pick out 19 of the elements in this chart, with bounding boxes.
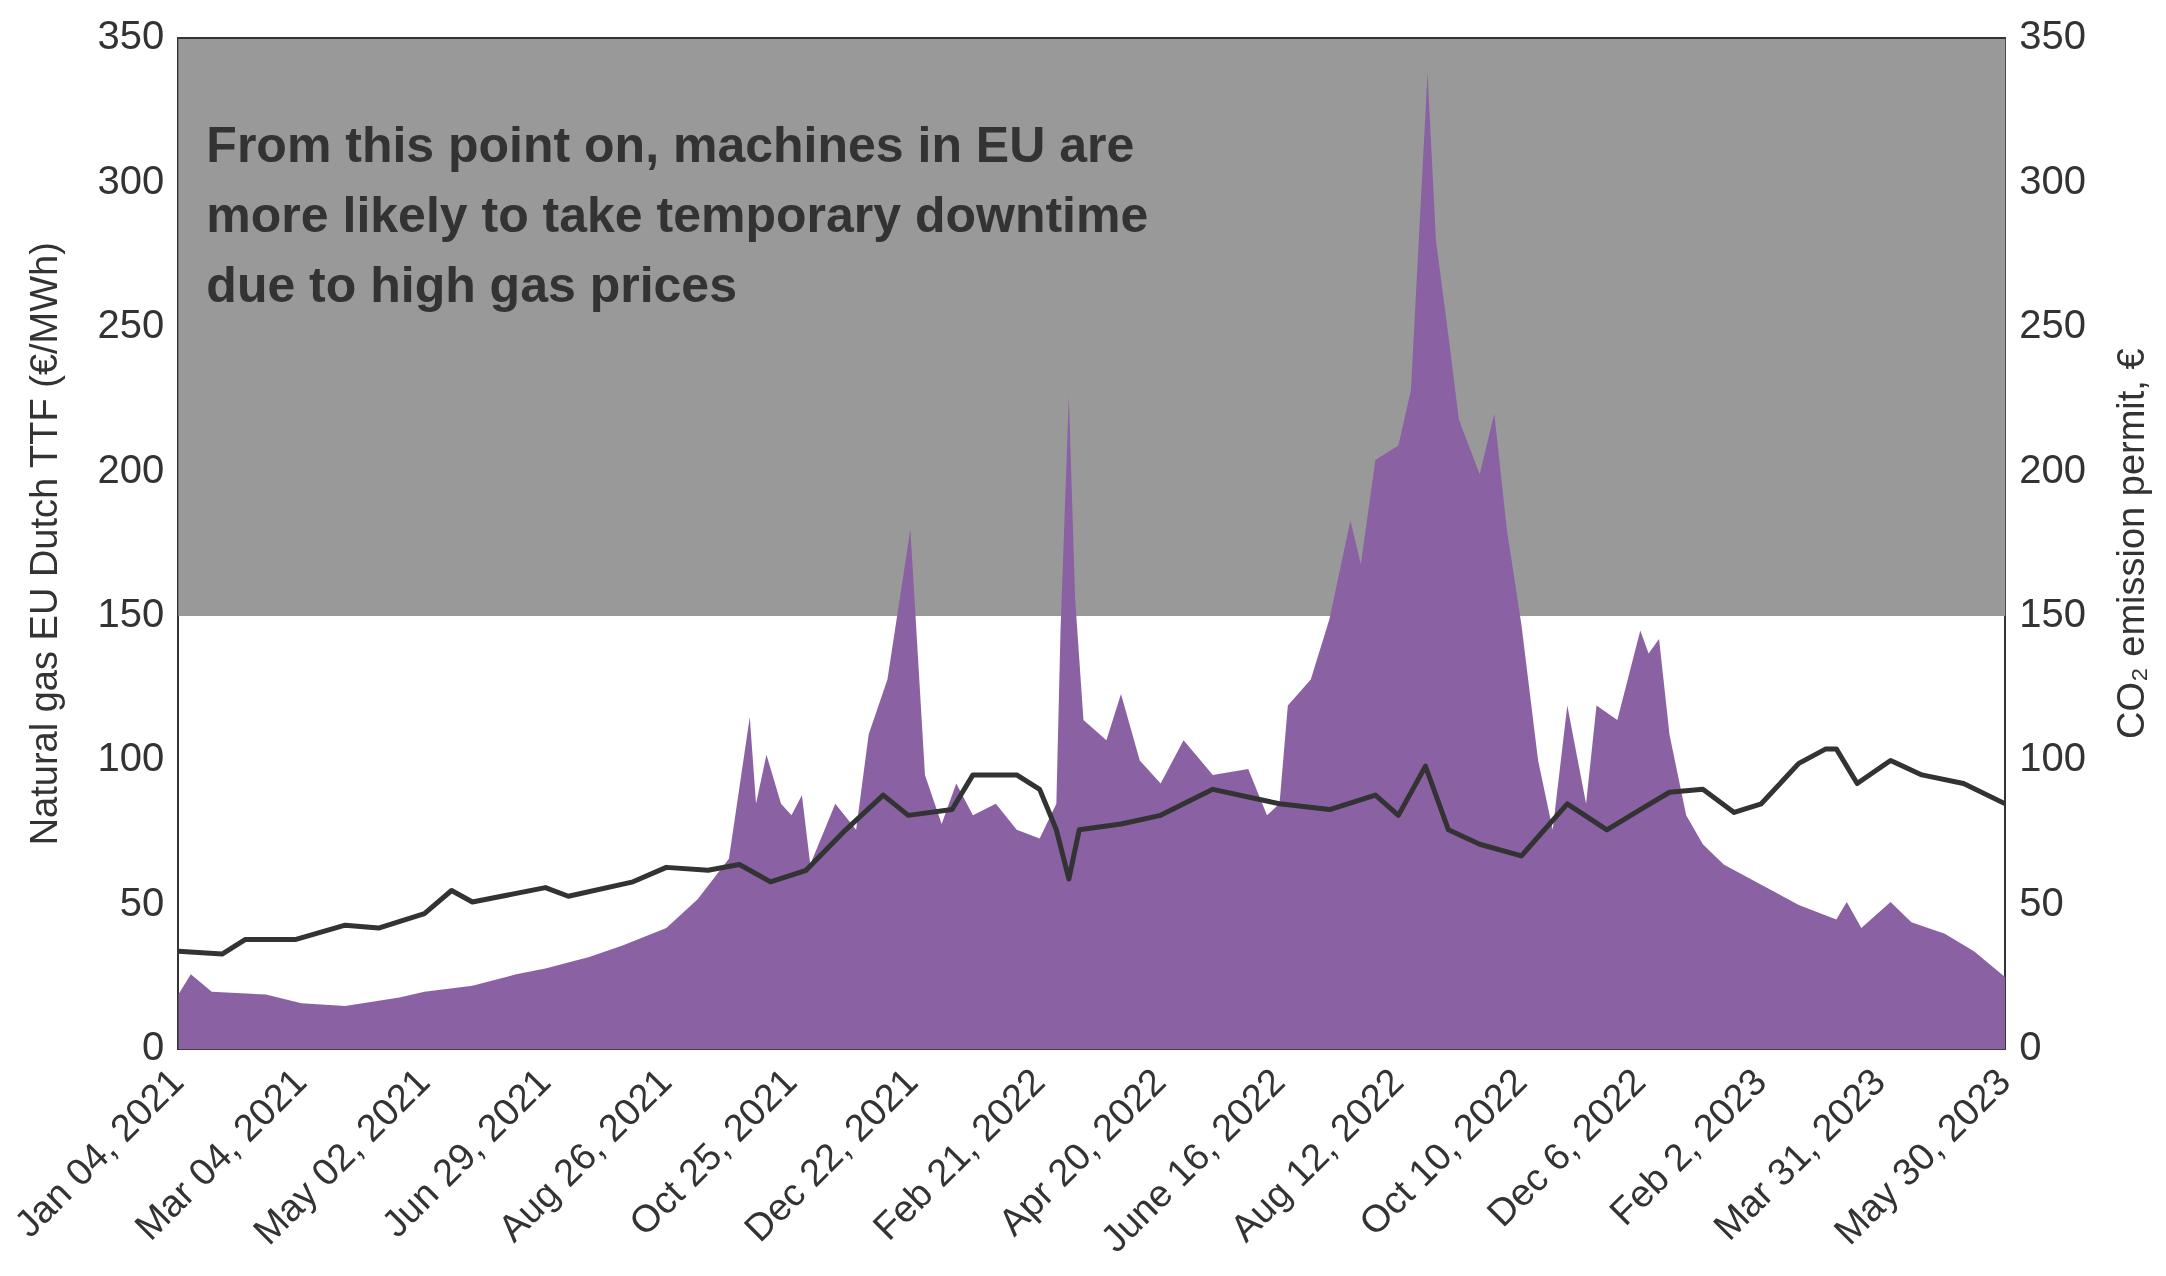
y2-tick-label: 350 [2019,13,2087,58]
y2-tick-label: 0 [2019,1024,2042,1069]
y2-tick-label: 100 [2019,735,2087,780]
y2-axis-title: CO₂ emission permit, € [2110,348,2153,740]
y-tick-label: 100 [97,735,165,780]
y2-tick-label: 200 [2019,446,2087,491]
y-tick-label: 250 [97,302,165,347]
y-tick-label: 350 [97,13,165,58]
y-axis-title: Natural gas EU Dutch TTF (€/MWh) [23,242,66,846]
y2-tick-label: 250 [2019,302,2087,347]
y2-tick-label: 50 [2019,879,2064,924]
y2-tick-label: 300 [2019,157,2087,202]
y-tick-label: 0 [142,1024,165,1069]
band-label: From this point on, machines in EU are more likely to take temporary downtime due to high gas prices [206,116,1149,313]
y-tick-label: 200 [97,446,165,491]
y-tick-label: 300 [97,157,165,202]
y-tick-label: 150 [97,590,165,635]
y-tick-label: 50 [119,879,165,924]
y2-tick-label: 150 [2019,590,2087,635]
